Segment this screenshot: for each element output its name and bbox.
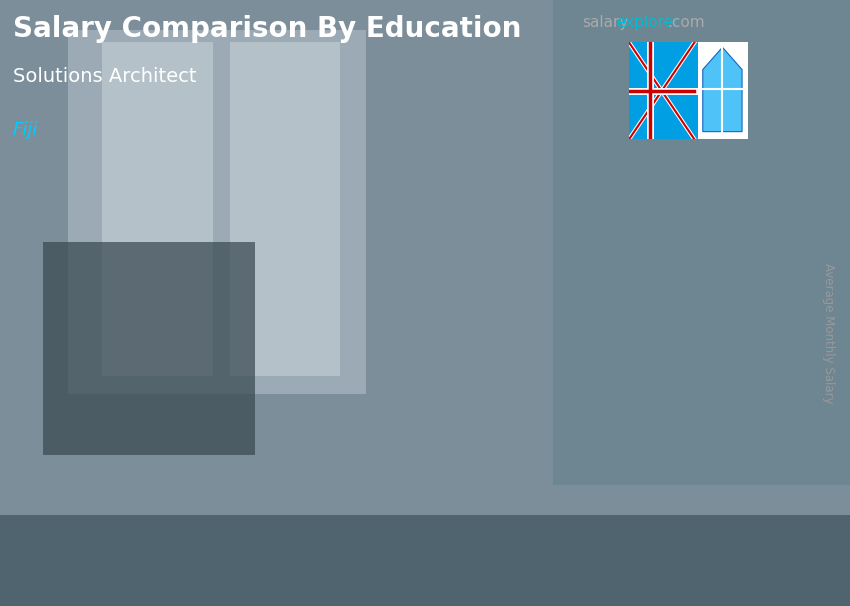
Bar <box>698 42 748 139</box>
Polygon shape <box>405 344 422 533</box>
Text: Fiji: Fiji <box>13 121 38 139</box>
Text: 3,790 FJD: 3,790 FJD <box>112 390 183 405</box>
Text: explorer: explorer <box>616 15 680 30</box>
Polygon shape <box>172 408 188 533</box>
Text: Solutions Architect: Solutions Architect <box>13 67 196 85</box>
Text: 5,940 FJD: 5,940 FJD <box>346 325 416 341</box>
Polygon shape <box>639 221 655 533</box>
Bar <box>42 242 255 454</box>
Polygon shape <box>703 47 742 132</box>
Bar <box>230 42 340 376</box>
Text: 9,970 FJD: 9,970 FJD <box>580 203 650 218</box>
Polygon shape <box>574 231 639 533</box>
Polygon shape <box>574 221 655 231</box>
Polygon shape <box>340 344 422 353</box>
Text: +68%: +68% <box>447 202 532 228</box>
Polygon shape <box>106 408 188 418</box>
Polygon shape <box>106 418 172 533</box>
Bar <box>102 42 212 376</box>
Text: Average Monthly Salary: Average Monthly Salary <box>822 263 836 404</box>
Bar <box>552 0 850 485</box>
Text: .com: .com <box>667 15 705 30</box>
Bar <box>68 30 366 394</box>
Text: +57%: +57% <box>207 324 292 350</box>
Bar <box>0 515 850 606</box>
Text: salary: salary <box>582 15 629 30</box>
Polygon shape <box>340 353 405 533</box>
Text: Salary Comparison By Education: Salary Comparison By Education <box>13 15 521 43</box>
